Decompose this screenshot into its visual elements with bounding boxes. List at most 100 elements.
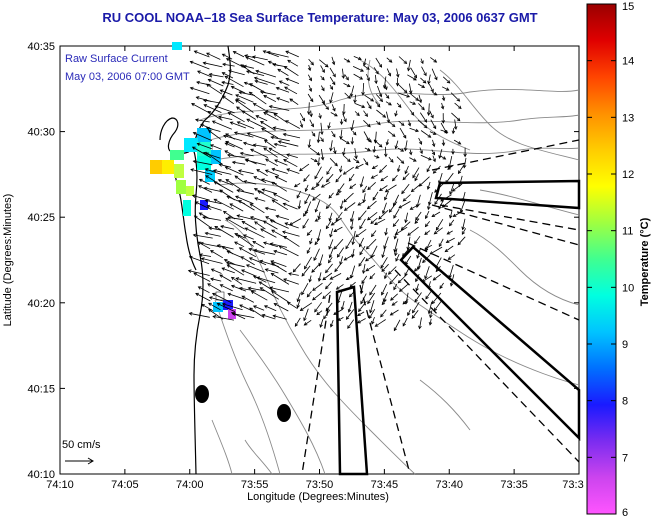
current-vector-head [235, 94, 239, 98]
current-vector-head [385, 95, 390, 99]
current-vector-head [236, 121, 241, 125]
current-vector-head [238, 247, 243, 251]
current-vector [234, 175, 244, 183]
current-vector-head [306, 250, 311, 254]
current-vector [308, 139, 311, 148]
current-vector-head [296, 304, 300, 309]
current-vector-head [193, 215, 198, 219]
current-vector [411, 183, 421, 192]
current-vector-head [270, 272, 275, 277]
current-vector-head [432, 158, 436, 163]
current-vector-head [329, 86, 334, 91]
current-vector [351, 248, 355, 258]
current-vector-head [284, 86, 288, 90]
x-tick-label: 73:3 [562, 479, 583, 491]
current-vector [288, 273, 299, 276]
current-vector-head [359, 251, 363, 256]
current-vector-head [452, 213, 457, 217]
current-vector [282, 231, 300, 237]
current-vector-head [208, 309, 212, 313]
current-vector [363, 120, 371, 128]
current-vector [403, 194, 411, 202]
current-vector-head [373, 221, 378, 225]
current-vector-head [321, 76, 325, 81]
current-vector-head [270, 290, 275, 294]
current-vector-head [255, 115, 260, 119]
current-vector [445, 172, 454, 184]
current-vector [283, 236, 300, 247]
current-vector-head [202, 98, 207, 103]
current-vector-head [414, 298, 418, 303]
current-vector-head [400, 148, 405, 152]
current-vector [344, 254, 355, 261]
current-vector [334, 238, 344, 250]
current-vector-head [445, 87, 450, 91]
current-vector-head [214, 105, 219, 109]
legend-line-2: May 03, 2006 07:00 GMT [65, 71, 190, 83]
current-vector [256, 277, 276, 284]
current-vector-head [413, 77, 417, 81]
current-vector-head [423, 124, 428, 129]
current-vector-head [254, 221, 258, 225]
current-vector-head [316, 162, 321, 167]
current-vector [246, 70, 265, 76]
current-vector [263, 112, 279, 121]
current-vector [242, 221, 257, 230]
current-vector [358, 210, 367, 221]
current-vector [292, 263, 301, 273]
current-vector-head [325, 285, 329, 290]
current-vector [254, 221, 266, 230]
current-vector [271, 181, 288, 192]
current-vector-head [314, 175, 318, 180]
current-vector-head [234, 233, 239, 237]
current-vector-head [415, 216, 419, 221]
current-vector-head [272, 193, 277, 197]
current-vector-head [347, 95, 351, 100]
current-vector-head [250, 148, 254, 153]
current-vector [228, 216, 244, 221]
current-vector-head [378, 215, 382, 220]
current-vector-head [398, 205, 402, 209]
current-vector-head [426, 168, 430, 173]
current-vector-head [294, 323, 299, 327]
colorbar-tick-label: 9 [622, 339, 628, 351]
current-vector-head [310, 98, 314, 103]
current-vector [367, 182, 376, 190]
current-vector-head [223, 259, 228, 263]
current-vector [394, 238, 399, 253]
current-vector-head [209, 250, 214, 254]
current-vector-head [247, 286, 252, 291]
current-vector [276, 87, 290, 93]
current-vector [358, 256, 366, 267]
current-vector [299, 112, 305, 122]
current-vector-head [276, 97, 280, 101]
current-vector-head [220, 225, 224, 229]
current-vector-head [206, 83, 210, 88]
current-vector-head [253, 176, 258, 180]
current-vector-head [274, 175, 279, 180]
current-vector [263, 147, 278, 158]
current-vector [264, 139, 276, 149]
current-vector [314, 238, 320, 245]
current-vector [325, 281, 332, 289]
current-vector-head [299, 167, 303, 172]
current-vector [381, 263, 389, 272]
current-vector-head [404, 170, 408, 175]
current-vector [325, 302, 333, 312]
current-vector [254, 77, 276, 85]
current-vector [243, 180, 257, 185]
current-vector-head [303, 213, 307, 217]
current-vector [378, 210, 389, 220]
current-vector [407, 59, 411, 71]
current-vector [429, 246, 443, 255]
current-vector-head [366, 216, 371, 221]
current-vector [388, 266, 397, 275]
current-vector-head [225, 217, 230, 222]
current-vector-head [374, 80, 378, 85]
current-vector [335, 174, 342, 183]
current-vector [364, 147, 371, 151]
current-vector-head [449, 191, 453, 195]
current-vector-head [221, 72, 226, 76]
current-vector [427, 181, 431, 190]
current-vector [195, 119, 210, 123]
